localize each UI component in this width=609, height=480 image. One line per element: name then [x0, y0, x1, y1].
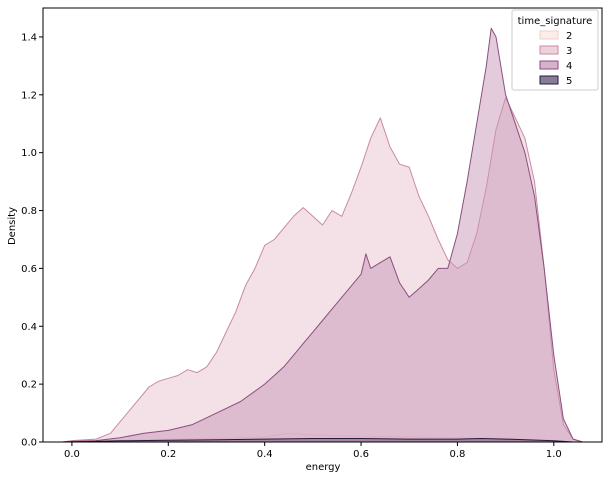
x-tick-label: 0.4	[257, 449, 273, 460]
x-tick-label: 1.0	[546, 449, 562, 460]
legend-label-3: 3	[566, 46, 572, 57]
y-axis-title: Density	[7, 207, 18, 245]
plot-frame	[42, 7, 603, 443]
y-tick-label: 0.2	[21, 380, 37, 391]
y-tick-label: 0.0	[21, 438, 37, 449]
legend-label-4: 4	[566, 61, 572, 72]
legend-swatch-5	[539, 75, 559, 85]
plot-area	[42, 7, 603, 443]
density-area-5	[61, 438, 574, 443]
y-tick-label: 0.6	[21, 264, 37, 275]
legend-swatch-4	[539, 60, 559, 70]
y-tick-label: 1.0	[21, 148, 37, 159]
legend-label-5: 5	[566, 76, 572, 87]
legend: time_signature 2 3 4 5	[511, 9, 599, 91]
legend-label-2: 2	[566, 31, 572, 42]
y-tick-label: 0.4	[21, 322, 37, 333]
x-axis: 0.0 0.2 0.4 0.6 0.8 1.0	[64, 442, 562, 460]
y-tick-label: 0.8	[21, 206, 37, 217]
y-tick-label: 1.2	[21, 90, 37, 101]
density-area-4	[61, 27, 584, 443]
x-tick-label: 0.8	[449, 449, 465, 460]
y-tick-label: 1.4	[21, 32, 37, 43]
legend-title: time_signature	[518, 16, 593, 27]
x-axis-title: energy	[306, 462, 341, 473]
legend-swatch-3	[539, 45, 559, 55]
legend-swatch-2	[539, 30, 559, 40]
x-tick-label: 0.6	[353, 449, 369, 460]
x-tick-label: 0.2	[160, 449, 176, 460]
legend-items: 2 3 4 5	[539, 30, 572, 87]
x-tick-label: 0.0	[64, 449, 80, 460]
y-axis: 0.0 0.2 0.4 0.6 0.8 1.0 1.2 1.4	[21, 32, 43, 449]
